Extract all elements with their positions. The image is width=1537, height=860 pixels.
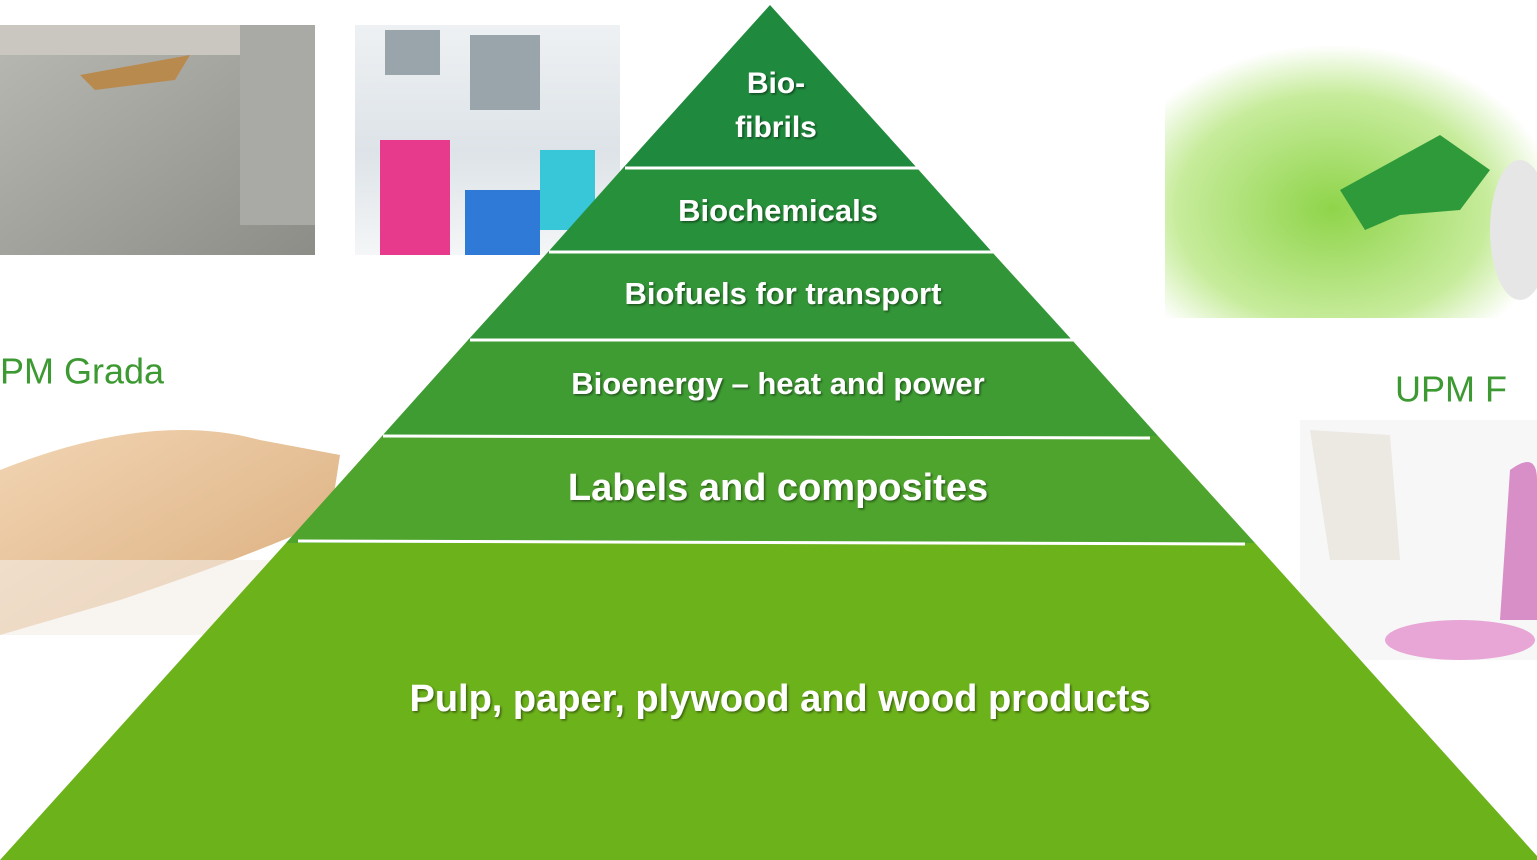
layer-label: Biofuels for transport [625,276,942,311]
layer-label: fibrils [735,111,817,144]
caption: UPM F [1395,369,1507,410]
caption: PM Grada [0,351,165,392]
layer-label: Bio- [747,67,805,100]
layer-label: Bioenergy – heat and power [571,366,984,401]
layer-label: Pulp, paper, plywood and wood products [409,678,1150,720]
layer-label: Labels and composites [568,467,988,509]
layer-label: Biochemicals [678,193,878,228]
deck-photo [0,25,315,255]
chairs-photo [1300,420,1537,660]
slide: PM Grada UPM F Bio- fibrils Biochemicals… [0,0,1537,860]
fuel-photo [1165,45,1537,318]
